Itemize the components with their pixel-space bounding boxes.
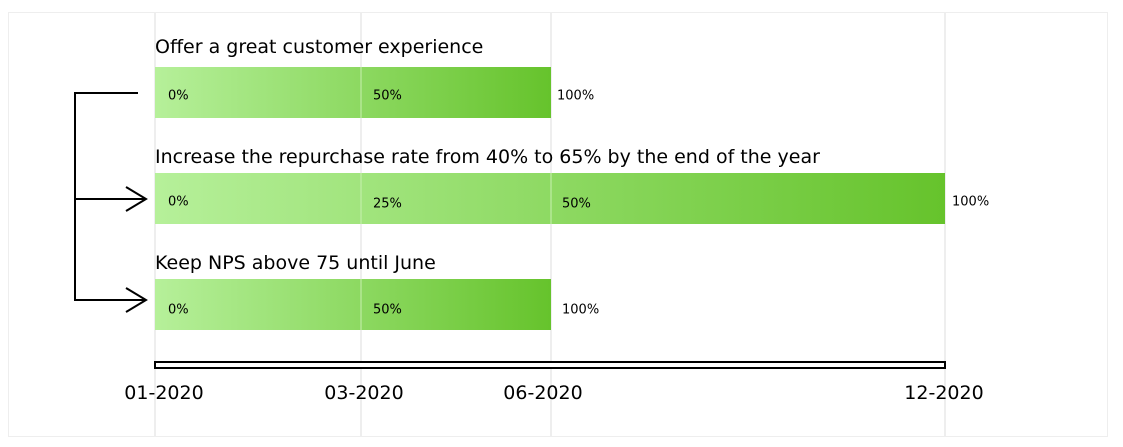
axis-label: 03-2020 xyxy=(324,382,403,404)
axis-label: 06-2020 xyxy=(503,382,582,404)
frame xyxy=(8,12,1108,437)
goal-bar xyxy=(155,173,945,224)
progress-label: 0% xyxy=(168,89,189,104)
goal-title: Offer a great customer experience xyxy=(155,36,483,58)
progress-label: 50% xyxy=(373,303,402,318)
connector xyxy=(74,92,148,313)
goal-title: Increase the repurchase rate from 40% to… xyxy=(155,146,820,168)
progress-label: 50% xyxy=(562,197,591,212)
progress-label: 100% xyxy=(952,195,989,210)
progress-label: 0% xyxy=(168,303,189,318)
progress-label: 0% xyxy=(168,195,189,210)
axis-label: 12-2020 xyxy=(904,382,983,404)
progress-label: 100% xyxy=(557,89,594,104)
time-axis xyxy=(154,361,946,369)
axis-label: 01-2020 xyxy=(124,382,203,404)
progress-label: 50% xyxy=(373,89,402,104)
progress-label: 25% xyxy=(373,197,402,212)
goal-bar xyxy=(155,279,551,330)
goal-bar xyxy=(155,67,551,118)
progress-label: 100% xyxy=(562,303,599,318)
goal-title: Keep NPS above 75 until June xyxy=(155,252,436,274)
